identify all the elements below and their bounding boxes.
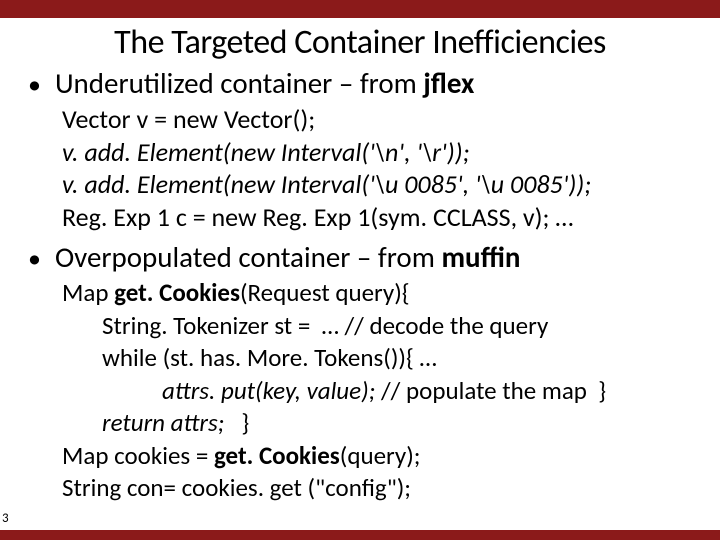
bullet-dot-2: • [28,242,41,274]
code2-l1b: get. Cookies [114,277,240,308]
code2-l4a: attrs. put(key, value); [162,375,381,406]
slide-title: The Targeted Container Inefficiencies [20,22,700,63]
code2-l6c: (query); [340,440,421,471]
code-block-jflex: Vector v = new Vector(); v. add. Element… [62,103,700,233]
code2-l1a: Map [62,277,114,308]
code2-l5a: return attrs; [102,407,224,438]
code1-l2: v. add. Element(new Interval('\n', '\r')… [62,136,700,169]
code2-l6b: get. Cookies [214,440,340,471]
slide-content: The Targeted Container Inefficiencies • … [0,18,720,505]
bullet-dot: • [28,68,41,100]
code2-l6: Map cookies = get. Cookies(query); [62,440,700,473]
code-block-muffin: Map get. Cookies(Request query){ String.… [62,277,700,505]
bottom-bar [0,530,720,540]
bullet1-bold: jflex [423,65,474,101]
code2-l4: attrs. put(key, value); // populate the … [62,375,700,408]
code2-l1: Map get. Cookies(Request query){ [62,277,700,310]
page-number: 3 [2,511,9,526]
code2-l7: String con= cookies. get ("config"); [62,472,700,505]
bullet-overpopulated: • Overpopulated container – from muffin [28,239,700,275]
code2-l3: while (st. has. More. Tokens()){ … [62,342,700,375]
code2-l4b: // populate the map } [381,375,606,406]
code1-l1: Vector v = new Vector(); [62,103,700,136]
code2-l1c: (Request query){ [240,277,410,308]
code1-l3: v. add. Element(new Interval('\u 0085', … [62,168,700,201]
code2-l5: return attrs; } [62,407,700,440]
bullet2-text: Overpopulated container – from muffin [55,239,521,275]
bullet2-bold: muffin [441,239,520,275]
top-bar [0,0,720,18]
code2-l2: String. Tokenizer st = … // decode the q… [62,310,700,343]
bullet-underutilized: • Underutilized container – from jflex [28,65,700,101]
bullet1-text: Underutilized container – from jflex [55,65,474,101]
code2-l5b: } [224,407,249,438]
bullet2-prefix: Overpopulated container – from [55,239,442,275]
code1-l4: Reg. Exp 1 c = new Reg. Exp 1(sym. CCLAS… [62,201,700,234]
code2-l6a: Map cookies = [62,440,214,471]
bullet1-prefix: Underutilized container – from [55,65,423,101]
